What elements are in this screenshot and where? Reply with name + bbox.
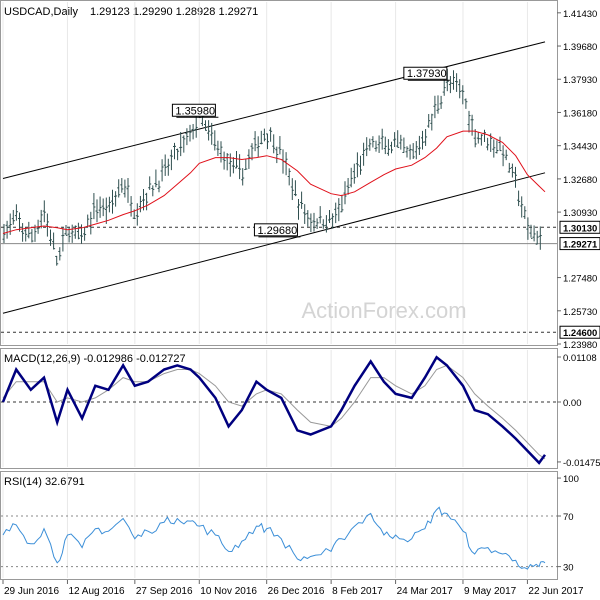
y-label-box: [559, 325, 600, 339]
annotation-label: 1.37930: [407, 68, 447, 80]
y-tick-label: 1.23980: [563, 340, 597, 351]
macd-signal-line: [2, 364, 546, 460]
y-label-box: [559, 237, 600, 251]
y-label-box: [559, 220, 600, 234]
macd-y-tick-label: -0.014753: [563, 458, 600, 469]
annotation-label: 1.29680: [257, 225, 297, 237]
annotation-box: [253, 223, 298, 237]
annotation-label: 1.35980: [175, 105, 215, 117]
x-tick-label: 8 Feb 2017: [332, 586, 383, 597]
y-tick-label: 1.24600: [563, 328, 597, 339]
y-tick-label: 1.29271: [563, 240, 598, 251]
y-tick-label: 1.39680: [563, 42, 597, 53]
rsi-panel-frame: [0, 471, 558, 580]
macd-title: MACD(12,26,9) -0.012986 -0.012727: [4, 353, 186, 365]
y-tick-label: 1.36180: [563, 108, 597, 119]
x-tick-label: 29 Jun 2016: [4, 586, 59, 597]
macd-y-tick-label: 0.00: [563, 398, 582, 409]
x-tick-label: 26 Dec 2016: [268, 586, 325, 597]
macd-panel: MACD(12,26,9) -0.012986 -0.012727 0.0110…: [0, 348, 600, 469]
y-tick-label: 1.30130: [563, 223, 597, 234]
y-tick-label: 1.32680: [563, 175, 597, 186]
y-tick-label: 1.37930: [563, 75, 597, 86]
rsi-y-tick-label: 100: [563, 474, 579, 485]
y-tick-label: 1.27480: [563, 274, 597, 285]
annotation-box: [171, 103, 216, 117]
x-axis: 29 Jun 2016 12 Aug 2016 27 Sep 2016 10 Nov …: [2, 580, 584, 597]
y-tick-label: 1.30930: [563, 208, 597, 219]
x-tick-label: 24 Mar 2017: [397, 586, 454, 597]
x-tick-label: 12 Aug 2016: [68, 586, 125, 597]
macd-line: [1, 355, 547, 465]
x-tick-label: 22 Jun 2017: [528, 586, 583, 597]
channel-lower-line: [2, 172, 546, 314]
x-tick-label: 9 May 2017: [464, 586, 517, 597]
price-title: USDCAD,Daily: [4, 6, 78, 18]
rsi-title: RSI(14) 32.6791: [4, 476, 85, 488]
macd-y-tick-label: 0.01108: [563, 353, 597, 364]
price-panel-frame: [0, 0, 558, 346]
price-header-values: 1.29123 1.29290 1.28928 1.29271: [90, 6, 258, 18]
rsi-y-tick-label: 30: [563, 563, 574, 574]
x-tick-label: 10 Nov 2016: [200, 586, 257, 597]
rsi-panel: RSI(14) 32.6791 100 70 30: [0, 471, 579, 580]
rsi-line: [2, 506, 546, 570]
price-panel: USDCAD,Daily 1.29123 1.29290 1.28928 1.2…: [0, 0, 600, 351]
y-tick-label: 1.25730: [563, 307, 597, 318]
rsi-y-tick-label: 70: [563, 512, 574, 523]
y-tick-label: 1.34430: [563, 142, 597, 153]
watermark: ActionForex.com: [301, 298, 466, 323]
y-tick-label: 1.41430: [563, 9, 597, 20]
x-tick-label: 27 Sep 2016: [136, 586, 193, 597]
moving-average-line: [2, 130, 546, 234]
annotation-box: [403, 66, 448, 80]
macd-panel-frame: [0, 348, 558, 469]
channel-upper-line: [2, 41, 546, 179]
